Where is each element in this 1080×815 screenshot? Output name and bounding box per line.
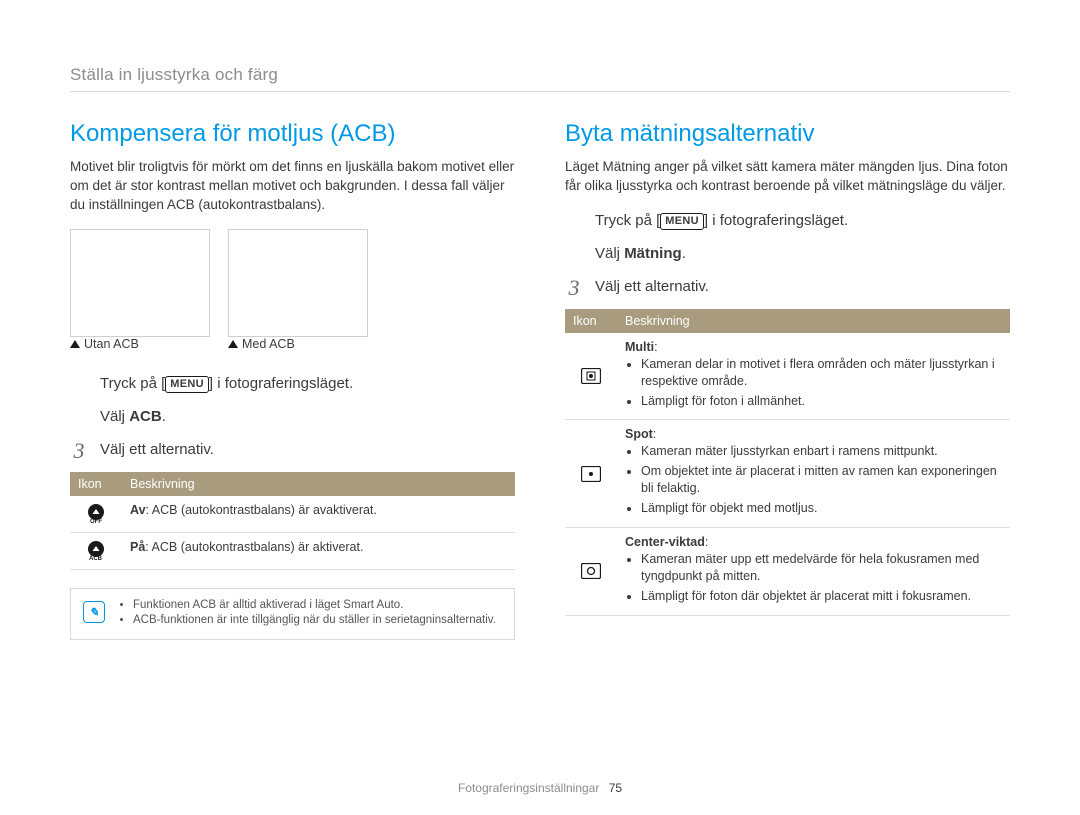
triangle-icon: [228, 340, 238, 348]
left-steps: 1 Tryck på [MENU] i fotograferingsläget.…: [70, 373, 515, 462]
desc-title: Center-viktad: [625, 535, 705, 549]
right-heading: Byta mätningsalternativ: [565, 120, 1010, 148]
metering-multi-icon: [565, 333, 617, 420]
col-header-desc: Beskrivning: [617, 309, 1010, 333]
list-item: Lämpligt för objekt med motljus.: [641, 500, 1002, 517]
caption-with: Med ACB: [228, 337, 368, 351]
step-2: 2 Välj ACB.: [70, 406, 515, 429]
step-number: 3: [565, 277, 583, 299]
step-text: Tryck på [MENU] i fotograferingsläget.: [595, 210, 848, 231]
note-item: Funktionen ACB är alltid aktiverad i läg…: [133, 599, 496, 611]
desc-cell: Av: ACB (autokontrastbalans) är avaktive…: [122, 496, 515, 533]
acb-on-icon: ACB: [70, 532, 122, 569]
menu-button-icon: MENU: [165, 376, 209, 393]
table-row: Multi: Kameran delar in motivet i flera …: [565, 333, 1010, 420]
left-options-table: Ikon Beskrivning OFF Av: ACB (autokontra…: [70, 472, 515, 570]
text: .: [162, 408, 166, 425]
metering-center-icon: [565, 527, 617, 615]
list-item: Lämpligt för foton i allmänhet.: [641, 393, 1002, 410]
desc-title: Multi: [625, 340, 654, 354]
example-images: Utan ACB Med ACB: [70, 229, 515, 351]
text: : ACB (autokontrastbalans) är avaktivera…: [146, 503, 377, 517]
right-intro: Läget Mätning anger på vilket sätt kamer…: [565, 158, 1010, 196]
step-3: 3 Välj ett alternativ.: [565, 276, 1010, 299]
breadcrumb: Ställa in ljusstyrka och färg: [70, 65, 1010, 85]
list-item: Kameran delar in motivet i flera områden…: [641, 356, 1002, 390]
right-column: Byta mätningsalternativ Läget Mätning an…: [565, 120, 1010, 640]
text: .: [682, 245, 686, 262]
note-icon: ✎: [83, 601, 105, 623]
step-text: Välj ett alternativ.: [595, 276, 709, 297]
svg-text:OFF: OFF: [90, 519, 102, 525]
bullet-list: Kameran delar in motivet i flera områden…: [625, 356, 1002, 410]
col-header-icon: Ikon: [565, 309, 617, 333]
image-placeholder: [228, 229, 368, 337]
svg-text:ACB: ACB: [89, 556, 103, 562]
left-intro: Motivet blir troligtvis för mörkt om det…: [70, 158, 515, 215]
image-placeholder: [70, 229, 210, 337]
text: Välj: [100, 408, 129, 425]
step-text: Välj ACB.: [100, 406, 166, 427]
step-3: 3 Välj ett alternativ.: [70, 439, 515, 462]
example-without: Utan ACB: [70, 229, 210, 351]
footer-page-number: 75: [609, 781, 622, 795]
list-item: Lämpligt för foton där objektet är place…: [641, 588, 1002, 605]
divider: [70, 91, 1010, 92]
desc-cell: Spot: Kameran mäter ljusstyrkan enbart i…: [617, 420, 1010, 528]
text: Välj: [595, 245, 624, 262]
example-with: Med ACB: [228, 229, 368, 351]
step-1: 1 Tryck på [MENU] i fotograferingsläget.: [70, 373, 515, 396]
step-number: 3: [70, 440, 88, 462]
caption-text: Med ACB: [242, 337, 295, 351]
bold-text: ACB: [129, 408, 162, 425]
bullet-list: Kameran mäter ljusstyrkan enbart i ramen…: [625, 443, 1002, 517]
step-2: 2 Välj Mätning.: [565, 243, 1010, 266]
bold-text: På: [130, 540, 145, 554]
footer-section: Fotograferingsinställningar: [458, 781, 599, 795]
triangle-icon: [70, 340, 80, 348]
left-column: Kompensera för motljus (ACB) Motivet bli…: [70, 120, 515, 640]
note-item: ACB-funktionen är inte tillgänglig när d…: [133, 614, 496, 626]
list-item: Om objektet inte är placerat i mitten av…: [641, 463, 1002, 497]
step-text: Välj ett alternativ.: [100, 439, 214, 460]
table-row: OFF Av: ACB (autokontrastbalans) är avak…: [70, 496, 515, 533]
note-list: Funktionen ACB är alltid aktiverad i läg…: [117, 599, 496, 629]
bold-text: Mätning: [624, 245, 682, 262]
desc-cell: Center-viktad: Kameran mäter upp ett med…: [617, 527, 1010, 615]
list-item: Kameran mäter ljusstyrkan enbart i ramen…: [641, 443, 1002, 460]
step-1: 1 Tryck på [MENU] i fotograferingsläget.: [565, 210, 1010, 233]
right-steps: 1 Tryck på [MENU] i fotograferingsläget.…: [565, 210, 1010, 299]
page-footer: Fotograferingsinställningar 75: [0, 781, 1080, 795]
bold-text: Av: [130, 503, 146, 517]
menu-button-icon: MENU: [660, 213, 704, 230]
note-box: ✎ Funktionen ACB är alltid aktiverad i l…: [70, 588, 515, 640]
table-row: ACB På: ACB (autokontrastbalans) är akti…: [70, 532, 515, 569]
step-text: Välj Mätning.: [595, 243, 686, 264]
table-row: Center-viktad: Kameran mäter upp ett med…: [565, 527, 1010, 615]
desc-title: Spot: [625, 427, 653, 441]
text: : ACB (autokontrastbalans) är aktiverat.: [145, 540, 363, 554]
acb-off-icon: OFF: [70, 496, 122, 533]
table-row: Spot: Kameran mäter ljusstyrkan enbart i…: [565, 420, 1010, 528]
bullet-list: Kameran mäter upp ett medelvärde för hel…: [625, 551, 1002, 605]
text: ] i fotograferingsläget.: [704, 212, 848, 229]
col-header-desc: Beskrivning: [122, 472, 515, 496]
metering-spot-icon: [565, 420, 617, 528]
right-options-table: Ikon Beskrivning Multi: Kameran delar in…: [565, 309, 1010, 616]
caption-without: Utan ACB: [70, 337, 210, 351]
left-heading: Kompensera för motljus (ACB): [70, 120, 515, 148]
text: Tryck på [: [595, 212, 660, 229]
list-item: Kameran mäter upp ett medelvärde för hel…: [641, 551, 1002, 585]
text: Tryck på [: [100, 375, 165, 392]
step-text: Tryck på [MENU] i fotograferingsläget.: [100, 373, 353, 394]
desc-cell: På: ACB (autokontrastbalans) är aktivera…: [122, 532, 515, 569]
text: ] i fotograferingsläget.: [209, 375, 353, 392]
desc-cell: Multi: Kameran delar in motivet i flera …: [617, 333, 1010, 420]
col-header-icon: Ikon: [70, 472, 122, 496]
two-column-layout: Kompensera för motljus (ACB) Motivet bli…: [70, 120, 1010, 640]
caption-text: Utan ACB: [84, 337, 139, 351]
